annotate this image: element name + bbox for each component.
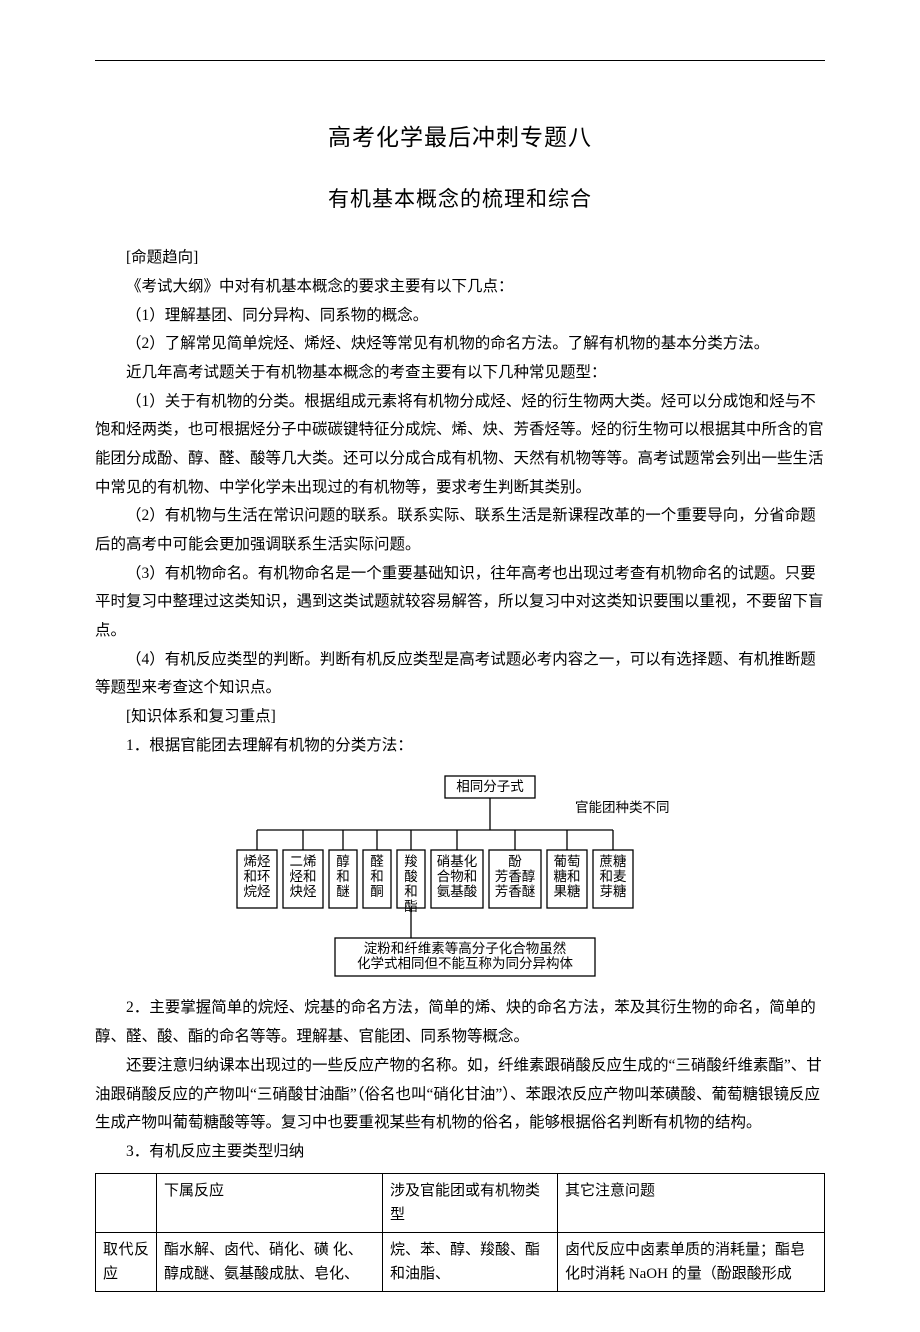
para: （2）了解常见简单烷烃、烯烃、炔烃等常见有机物的命名方法。了解有机物的基本分类方… [95, 330, 825, 359]
reaction-table: 下属反应 涉及官能团或有机物类型 其它注意问题 取代反应 酯水解、卤代、硝化、磺… [95, 1173, 825, 1292]
para: （1）理解基团、同分异构、同系物的概念。 [95, 302, 825, 331]
svg-text:酚: 酚 [508, 854, 522, 869]
svg-text:和: 和 [336, 869, 350, 884]
svg-text:和麦: 和麦 [600, 869, 628, 884]
classification-diagram: 相同分子式官能团种类不同烯烃和环烷烃二烯烃和炔烃醇和醚醛和酮羧酸和酯硝基化合物和… [95, 774, 825, 984]
svg-text:酸: 酸 [404, 869, 418, 884]
svg-text:芳香醇: 芳香醇 [495, 868, 536, 884]
para: （1）关于有机物的分类。根据组成元素将有机物分成烃、烃的衍生物两大类。烃可以分成… [95, 388, 825, 503]
para: 1．根据官能团去理解有机物的分类方法： [95, 732, 825, 761]
th: 下属反应 [157, 1173, 383, 1232]
svg-text:硝基化: 硝基化 [437, 853, 478, 869]
svg-text:官能团种类不同: 官能团种类不同 [575, 800, 670, 815]
doc-title: 高考化学最后冲刺专题八 [95, 116, 825, 159]
para: 近几年高考试题关于有机物基本概念的考查主要有以下几种常见题型： [95, 359, 825, 388]
svg-text:果糖: 果糖 [554, 884, 581, 899]
svg-text:羧: 羧 [404, 854, 418, 869]
para: （4）有机反应类型的判断。判断有机反应类型是高考试题必考内容之一，可以有选择题、… [95, 646, 825, 703]
svg-text:糖和: 糖和 [554, 869, 581, 884]
svg-text:醇: 醇 [336, 853, 350, 869]
section-head-2: [知识体系和复习重点] [95, 703, 825, 732]
td: 卤代反应中卤素单质的消耗量；酯皂化时消耗 NaOH 的量（酚跟酸形成 [558, 1232, 825, 1291]
svg-text:酮: 酮 [370, 884, 384, 899]
svg-text:蔗糖: 蔗糖 [600, 854, 627, 869]
svg-text:炔烃: 炔烃 [290, 884, 317, 899]
svg-text:和环: 和环 [244, 869, 271, 884]
svg-text:芽糖: 芽糖 [600, 884, 627, 899]
svg-text:芳香醚: 芳香醚 [495, 884, 536, 899]
svg-text:和: 和 [370, 869, 384, 884]
svg-text:和: 和 [404, 884, 418, 899]
svg-text:烷烃: 烷烃 [244, 884, 271, 899]
para: 《考试大纲》中对有机基本概念的要求主要有以下几点： [95, 273, 825, 302]
svg-text:氨基酸: 氨基酸 [437, 883, 478, 899]
svg-text:醚: 醚 [336, 884, 350, 899]
svg-text:醛: 醛 [370, 854, 384, 869]
td: 酯水解、卤代、硝化、磺 化、醇成醚、氨基酸成肽、皂化、 [157, 1232, 383, 1291]
table-header-row: 下属反应 涉及官能团或有机物类型 其它注意问题 [96, 1173, 825, 1232]
svg-text:二烯: 二烯 [290, 854, 317, 869]
svg-text:相同分子式: 相同分子式 [456, 779, 524, 794]
th: 其它注意问题 [558, 1173, 825, 1232]
para: （2）有机物与生活在常识问题的联系。联系实际、联系生活是新课程改革的一个重要导向… [95, 502, 825, 559]
svg-text:烃和: 烃和 [290, 869, 317, 884]
para: （3）有机物命名。有机物命名是一个重要基础知识，往年高考也出现过考查有机物命名的… [95, 560, 825, 646]
th [96, 1173, 157, 1232]
para: 3．有机反应主要类型归纳 [95, 1138, 825, 1167]
para: 还要注意归纳课本出现过的一些反应产物的名称。如，纤维素跟硝酸反应生成的“三硝酸纤… [95, 1052, 825, 1138]
td: 取代反应 [96, 1232, 157, 1291]
doc-subtitle: 有机基本概念的梳理和综合 [95, 181, 825, 220]
svg-text:葡萄: 葡萄 [554, 854, 581, 869]
table-row: 取代反应 酯水解、卤代、硝化、磺 化、醇成醚、氨基酸成肽、皂化、 烷、苯、醇、羧… [96, 1232, 825, 1291]
top-rule [95, 60, 825, 61]
svg-text:淀粉和纤维素等高分子化合物虽然: 淀粉和纤维素等高分子化合物虽然 [364, 940, 567, 956]
para: 2．主要掌握简单的烷烃、烷基的命名方法，简单的烯、炔的命名方法，苯及其衍生物的命… [95, 994, 825, 1051]
th: 涉及官能团或有机物类型 [383, 1173, 558, 1232]
svg-text:化学式相同但不能互称为同分异构体: 化学式相同但不能互称为同分异构体 [357, 956, 573, 971]
svg-text:合物和: 合物和 [437, 869, 478, 884]
section-head-1: [命题趋向] [95, 244, 825, 273]
td: 烷、苯、醇、羧酸、酯和油脂、 [383, 1232, 558, 1291]
svg-text:烯烃: 烯烃 [244, 854, 271, 869]
